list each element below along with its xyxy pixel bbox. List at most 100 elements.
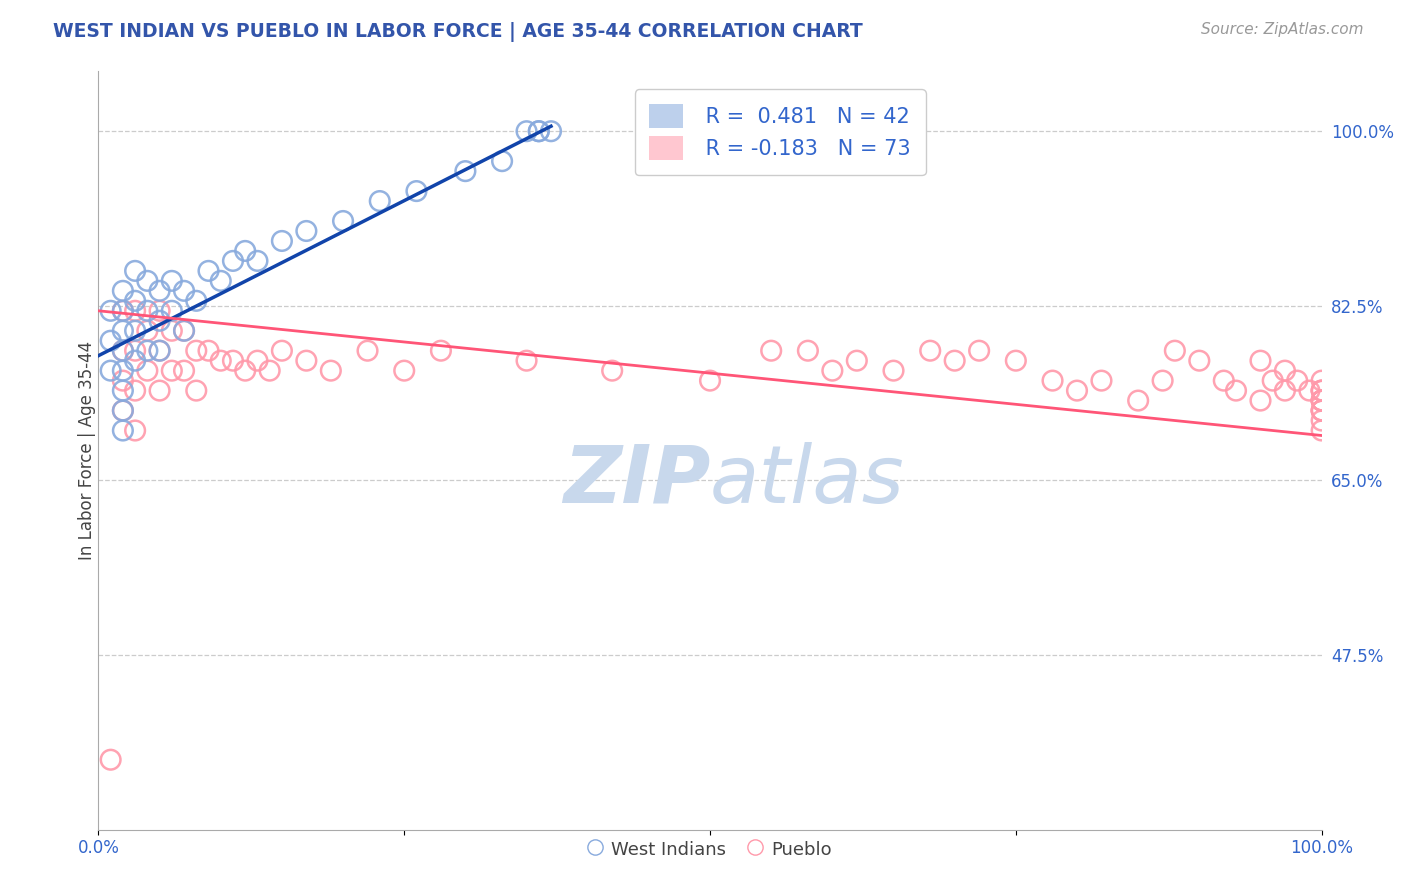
- Point: [600, 364, 623, 378]
- Point: [1310, 384, 1333, 398]
- Point: [246, 253, 269, 268]
- Point: [540, 124, 562, 138]
- Point: [515, 353, 537, 368]
- Point: [173, 284, 195, 298]
- Point: [1004, 353, 1026, 368]
- Point: [111, 403, 134, 417]
- Point: [392, 364, 416, 378]
- Point: [295, 353, 318, 368]
- Point: [1310, 393, 1333, 408]
- Point: [295, 224, 318, 238]
- Point: [136, 324, 159, 338]
- Point: [111, 324, 134, 338]
- Point: [405, 184, 427, 198]
- Point: [136, 303, 159, 318]
- Point: [1310, 374, 1333, 388]
- Point: [160, 324, 183, 338]
- Point: [1261, 374, 1284, 388]
- Point: [1310, 393, 1333, 408]
- Point: [124, 324, 146, 338]
- Point: [1188, 353, 1211, 368]
- Point: [111, 403, 134, 417]
- Point: [699, 374, 721, 388]
- Point: [1298, 384, 1320, 398]
- Point: [1249, 353, 1271, 368]
- Point: [124, 293, 146, 308]
- Point: [821, 364, 844, 378]
- Point: [160, 274, 183, 288]
- Point: [136, 343, 159, 358]
- Point: [845, 353, 868, 368]
- Text: ZIP: ZIP: [562, 442, 710, 520]
- Point: [967, 343, 990, 358]
- Point: [111, 364, 134, 378]
- Point: [1274, 364, 1296, 378]
- Point: [124, 384, 146, 398]
- Point: [368, 194, 391, 208]
- Text: WEST INDIAN VS PUEBLO IN LABOR FORCE | AGE 35-44 CORRELATION CHART: WEST INDIAN VS PUEBLO IN LABOR FORCE | A…: [53, 22, 863, 42]
- Point: [1164, 343, 1187, 358]
- Point: [149, 314, 172, 328]
- Point: [149, 303, 172, 318]
- Point: [1310, 403, 1333, 417]
- Point: [197, 343, 219, 358]
- Point: [1310, 384, 1333, 398]
- Point: [186, 293, 208, 308]
- Point: [136, 364, 159, 378]
- Point: [149, 343, 172, 358]
- Text: atlas: atlas: [710, 442, 905, 520]
- Point: [173, 364, 195, 378]
- Point: [111, 384, 134, 398]
- Point: [1310, 384, 1333, 398]
- Point: [1310, 424, 1333, 438]
- Point: [111, 343, 134, 358]
- Point: [797, 343, 820, 358]
- Point: [943, 353, 966, 368]
- Point: [233, 244, 256, 258]
- Point: [1286, 374, 1309, 388]
- Legend: West Indians, Pueblo: West Indians, Pueblo: [581, 832, 839, 866]
- Point: [491, 154, 513, 169]
- Point: [356, 343, 378, 358]
- Point: [920, 343, 942, 358]
- Point: [124, 303, 146, 318]
- Point: [111, 343, 134, 358]
- Point: [259, 364, 281, 378]
- Point: [1274, 384, 1296, 398]
- Point: [124, 424, 146, 438]
- Point: [1066, 384, 1088, 398]
- Point: [100, 364, 122, 378]
- Point: [319, 364, 342, 378]
- Point: [761, 343, 783, 358]
- Point: [270, 234, 294, 248]
- Point: [209, 353, 232, 368]
- Text: Source: ZipAtlas.com: Source: ZipAtlas.com: [1201, 22, 1364, 37]
- Point: [1042, 374, 1064, 388]
- Point: [111, 303, 134, 318]
- Point: [1310, 403, 1333, 417]
- Point: [149, 284, 172, 298]
- Point: [515, 124, 537, 138]
- Point: [173, 324, 195, 338]
- Point: [233, 364, 256, 378]
- Point: [124, 264, 146, 278]
- Point: [1212, 374, 1234, 388]
- Point: [1310, 393, 1333, 408]
- Point: [100, 334, 122, 348]
- Point: [222, 353, 245, 368]
- Point: [111, 284, 134, 298]
- Point: [332, 214, 354, 228]
- Point: [270, 343, 294, 358]
- Point: [1310, 413, 1333, 427]
- Point: [100, 753, 122, 767]
- Point: [1152, 374, 1174, 388]
- Point: [111, 424, 134, 438]
- Point: [1225, 384, 1247, 398]
- Point: [527, 124, 550, 138]
- Point: [1249, 393, 1271, 408]
- Point: [1090, 374, 1112, 388]
- Point: [454, 164, 477, 178]
- Point: [527, 124, 550, 138]
- Point: [111, 374, 134, 388]
- Point: [173, 324, 195, 338]
